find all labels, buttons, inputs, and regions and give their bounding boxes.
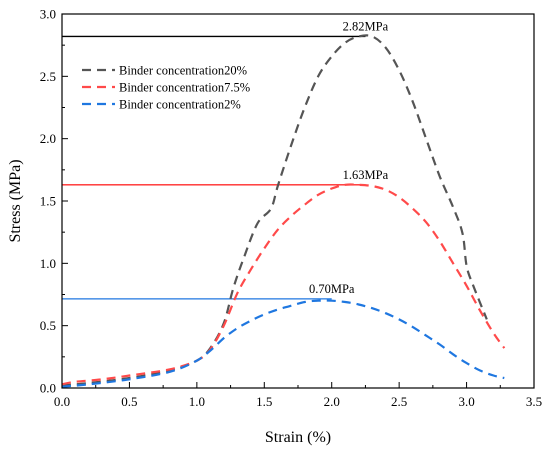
x-tick-label: 3.5 [526,394,542,409]
y-axis-title: Stress (MPa) [7,159,24,242]
x-tick-label: 1.5 [256,394,272,409]
y-tick-label: 3.0 [40,7,56,22]
axis-ticks: 0.0 0.5 1.0 1.5 2.0 2.5 3.0 3.5 0.0 0.5 1.0 1.5 2.0 2… [40,7,542,410]
series-lines [61,34,506,388]
x-tick-label: 2.0 [324,394,340,409]
y-tick-label: 1.5 [40,194,56,209]
x-tick-label: 3.0 [458,394,474,409]
legend-label-1: Binder concentration7.5% [119,81,250,95]
legend-label-2: Binder concentration2% [119,98,241,112]
series-line-1 [61,183,506,386]
x-tick-label: 0.5 [121,394,137,409]
y-tick-label: 0.5 [40,318,56,333]
peak-annotations: 2.82MPa 1.63MPa 0.70MPa [62,19,389,300]
x-tick-label: 2.5 [391,394,407,409]
legend-label-0: Binder concentration20% [119,64,247,78]
y-tick-label: 2.0 [40,131,56,146]
legend: Binder concentration20% Binder concentrat… [82,64,250,112]
x-axis-title: Strain (%) [265,429,331,446]
y-tick-label: 2.5 [40,69,56,84]
x-tick-label: 0.0 [54,394,70,409]
peak-label-0: 2.82MPa [343,19,389,33]
y-tick-label: 1.0 [40,256,56,271]
peak-label-1: 1.63MPa [343,168,389,182]
y-tick-label: 0.0 [40,381,56,396]
peak-label-2: 0.70MPa [309,282,355,296]
series-line-2 [61,299,505,388]
x-tick-label: 1.0 [189,394,205,409]
